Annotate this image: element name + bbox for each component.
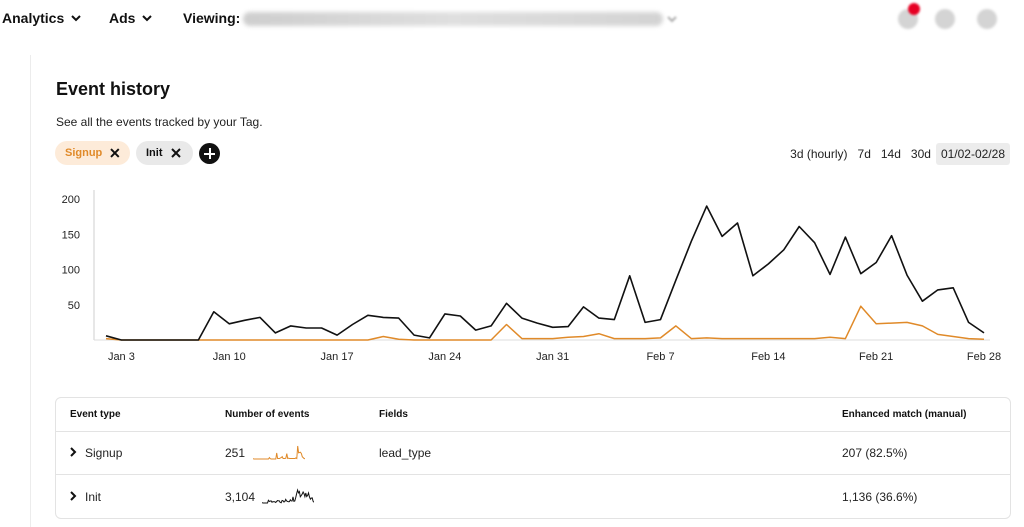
top-navigation: Analytics Ads Viewing: xyxy=(0,0,1024,40)
analytics-menu-label: Analytics xyxy=(2,10,65,26)
chart-canvas: 50 100 150 200 Jan 3 Jan 10 Jan 17 Jan 24 Jan 31… xyxy=(62,190,1001,363)
enhanced-match-cell: 207 (82.5%) xyxy=(842,446,908,460)
range-3d-hourly[interactable]: 3d (hourly) xyxy=(790,147,848,161)
series-line-init xyxy=(105,205,985,341)
filter-chip-init[interactable]: Init xyxy=(136,141,193,165)
range-7d[interactable]: 7d xyxy=(857,147,871,161)
x-tick-label: Feb 28 xyxy=(967,351,1001,363)
init-sparkline xyxy=(262,488,314,504)
date-range-selector: 3d (hourly) 7d 14d 30d 01/02-02/28 xyxy=(785,143,1010,165)
account-selector-blurred[interactable] xyxy=(243,12,663,26)
column-header-fields: Fields xyxy=(379,409,408,420)
events-table: Event type Number of events Fields Enhan… xyxy=(55,397,1011,519)
chevron-down-icon xyxy=(142,15,153,22)
column-header-event-type: Event type xyxy=(70,409,121,420)
column-header-enhanced-match: Enhanced match (manual) xyxy=(842,409,967,420)
table-row[interactable]: Signup 251 lead_type 207 (82.5%) xyxy=(56,432,1010,475)
x-tick-label: Feb 7 xyxy=(646,351,674,363)
x-tick-label: Feb 14 xyxy=(751,351,785,363)
y-tick-label: 200 xyxy=(62,194,80,206)
chevron-down-icon xyxy=(71,15,81,22)
event-count-cell: 3,104 xyxy=(225,490,256,504)
range-30d[interactable]: 30d xyxy=(910,147,931,161)
table-header: Event type Number of events Fields Enhan… xyxy=(56,398,1010,432)
viewing-label: Viewing: xyxy=(183,10,241,26)
notification-badge xyxy=(908,3,920,15)
sparkline-path xyxy=(262,488,314,504)
table-row[interactable]: Init 3,104 1,136 (36.6%) xyxy=(56,476,1010,519)
range-custom[interactable]: 01/02-02/28 xyxy=(935,143,1010,165)
column-header-number-of-events: Number of events xyxy=(225,409,310,420)
messages-icon[interactable] xyxy=(935,9,955,29)
x-tick-label: Feb 21 xyxy=(859,351,893,363)
signup-sparkline xyxy=(253,445,305,460)
enhanced-match-cell: 1,136 (36.6%) xyxy=(842,490,918,504)
y-tick-label: 100 xyxy=(62,265,80,277)
content-border xyxy=(30,55,31,527)
y-tick-label: 150 xyxy=(62,229,80,241)
series-line-signup xyxy=(105,305,985,341)
page-title: Event history xyxy=(56,79,171,99)
filter-chip-label: Init xyxy=(146,147,163,159)
analytics-menu[interactable]: Analytics xyxy=(2,10,82,26)
event-type-cell: Init xyxy=(85,490,102,504)
event-type-cell: Signup xyxy=(85,446,123,460)
y-tick-label: 50 xyxy=(68,300,80,312)
ads-menu[interactable]: Ads xyxy=(109,10,153,26)
x-tick-label: Jan 3 xyxy=(108,351,135,363)
x-tick-label: Jan 24 xyxy=(428,351,461,363)
add-filter-button[interactable] xyxy=(199,143,220,164)
x-tick-label: Jan 31 xyxy=(536,351,569,363)
page-subtitle: See all the events tracked by your Tag. xyxy=(56,115,263,129)
close-icon[interactable] xyxy=(170,148,181,158)
chevron-right-icon[interactable] xyxy=(68,490,78,502)
event-count-cell: 251 xyxy=(225,446,246,460)
event-history-chart: 50 100 150 200 Jan 3 Jan 10 Jan 17 Jan 24 Jan 31… xyxy=(56,185,1016,370)
filter-chip-label: Signup xyxy=(65,147,103,159)
close-icon[interactable] xyxy=(110,148,120,158)
ads-menu-label: Ads xyxy=(109,10,136,26)
sparkline-path xyxy=(253,445,305,460)
range-14d[interactable]: 14d xyxy=(880,147,901,161)
avatar[interactable] xyxy=(977,9,997,29)
x-tick-label: Jan 10 xyxy=(213,351,246,363)
fields-cell: lead_type xyxy=(379,446,432,460)
x-tick-label: Jan 17 xyxy=(321,351,354,363)
filter-chip-signup[interactable]: Signup xyxy=(55,141,130,165)
chevron-right-icon[interactable] xyxy=(68,446,78,458)
chevron-down-icon xyxy=(667,16,677,23)
